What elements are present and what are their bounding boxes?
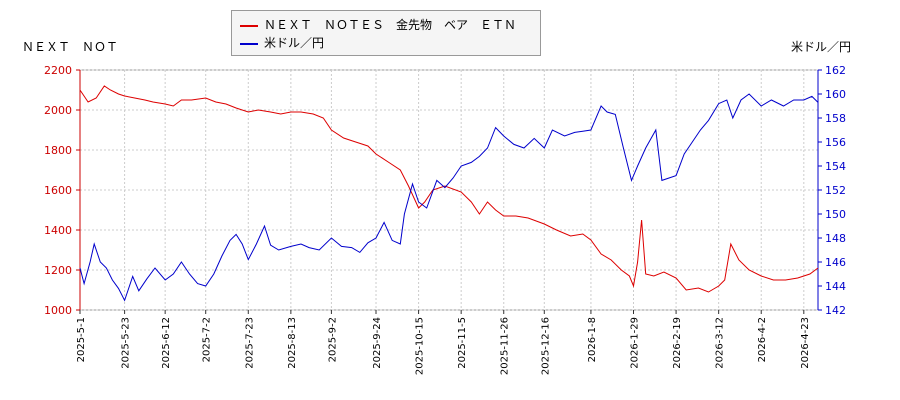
right-tick-label: 148	[825, 232, 846, 245]
x-tick-label: 2025-11-5	[457, 317, 468, 369]
x-tick-label: 2026-1-29	[630, 317, 641, 369]
legend-label-etn: ＮＥＸＴ ＮＯＴＥＳ 金先物 ベア ＥＴＮ	[264, 18, 517, 32]
legend-item-etn: ＮＥＸＴ ＮＯＴＥＳ 金先物 ベア ＥＴＮ	[240, 17, 516, 33]
left-corner-label: ＮＥＸＴ ＮＯＴ	[22, 40, 119, 54]
legend-item-usdjpy: 米ドル／円	[240, 35, 324, 51]
left-tick-label: 2200	[44, 64, 72, 77]
right-tick-label: 162	[825, 64, 846, 77]
legend-swatch-usdjpy	[240, 42, 258, 45]
x-tick-label: 2026-4-23	[800, 317, 811, 369]
x-tick-label: 2025-9-2	[327, 317, 338, 362]
x-tick-label: 2025-10-15	[415, 317, 426, 375]
legend-label-usdjpy: 米ドル／円	[264, 36, 325, 50]
x-tick-label: 2026-1-8	[587, 317, 598, 362]
x-tick-label: 2025-11-26	[500, 317, 511, 375]
right-tick-label: 150	[825, 208, 846, 221]
left-tick-label: 1000	[44, 304, 72, 317]
x-tick-label: 2025-9-24	[372, 317, 383, 369]
left-tick-label: 1200	[44, 264, 72, 277]
legend-swatch-etn	[240, 24, 258, 27]
x-tick-label: 2025-8-13	[287, 317, 298, 369]
x-tick-label: 2025-12-16	[540, 317, 551, 375]
series-line-etn	[79, 85, 819, 293]
x-tick-label: 2025-5-23	[121, 317, 132, 369]
right-tick-label: 158	[825, 112, 846, 125]
x-tick-label: 2025-7-2	[202, 317, 213, 362]
left-tick-label: 1400	[44, 224, 72, 237]
x-tick-label: 2025-7-23	[244, 317, 255, 369]
right-tick-label: 154	[825, 160, 846, 173]
right-tick-label: 142	[825, 304, 846, 317]
legend: ＮＥＸＴ ＮＯＴＥＳ 金先物 ベア ＥＴＮ 米ドル／円	[231, 10, 541, 56]
left-tick-label: 1800	[44, 144, 72, 157]
right-tick-label: 152	[825, 184, 846, 197]
x-axis: 2025-5-1 2025-5-23 2025-6-12 2025-7-2 2025-7…	[76, 310, 811, 375]
series-group	[79, 85, 819, 302]
right-tick-label: 160	[825, 88, 846, 101]
right-tick-label: 156	[825, 136, 846, 149]
right-axis: 142 144 146 148 150 152 154 156 158 160 162	[817, 64, 846, 317]
x-tick-label: 2026-4-2	[757, 317, 768, 362]
left-axis: 1000 1200 1400 1600 1800 2000 2200	[44, 64, 81, 317]
x-tick-label: 2026-3-12	[715, 317, 726, 369]
left-tick-label: 2000	[44, 104, 72, 117]
right-tick-label: 144	[825, 280, 846, 293]
x-tick-label: 2025-5-1	[76, 317, 87, 362]
series-line-usdjpy	[79, 93, 819, 302]
grid	[79, 69, 818, 311]
left-tick-label: 1600	[44, 184, 72, 197]
x-tick-label: 2026-2-19	[672, 317, 683, 369]
right-tick-label: 146	[825, 256, 846, 269]
x-tick-label: 2025-6-12	[161, 317, 172, 369]
right-corner-label: 米ドル／円	[791, 40, 852, 54]
